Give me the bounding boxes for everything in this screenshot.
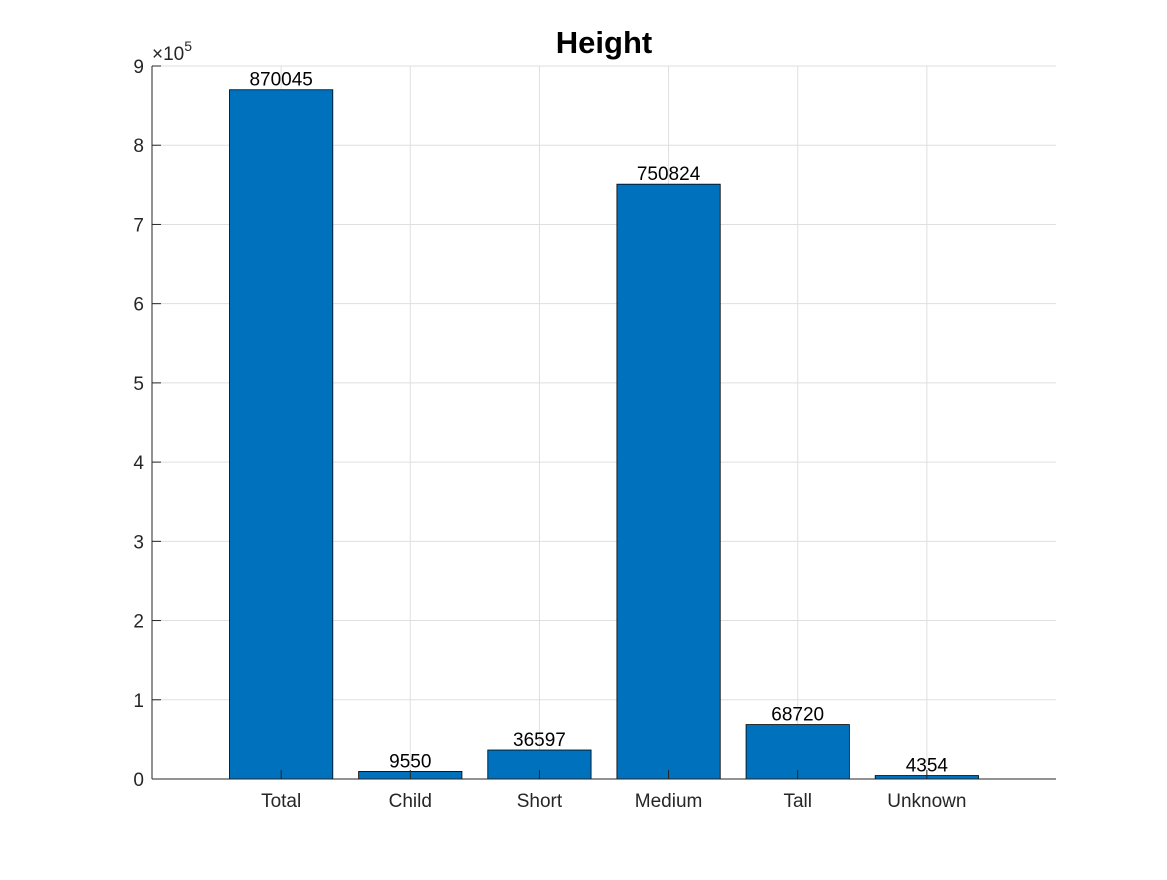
x-tick-label-short: Short	[517, 791, 563, 812]
y-tick-label: 1	[133, 691, 144, 712]
y-tick-label: 3	[133, 532, 144, 553]
axes-layer	[151, 65, 1056, 780]
y-axis-exponent-prefix: ×10	[152, 44, 184, 65]
bar-total	[229, 89, 334, 780]
data-label-child: 9550	[389, 751, 431, 772]
y-tick-label: 2	[133, 612, 144, 633]
data-label-short: 36597	[513, 730, 566, 751]
y-tick-label: 5	[133, 374, 144, 395]
data-label-unknown: 4354	[906, 756, 949, 777]
y-tick-label: 9	[133, 57, 144, 78]
x-tick-label-child: Child	[389, 791, 432, 812]
labels-layer: 870045 9550 36597 750824 68720 4354 0 1 2 3 4 5 6 7 8 9…	[133, 57, 966, 812]
y-tick-label: 8	[133, 136, 144, 157]
bar-medium	[616, 183, 721, 780]
bars-layer	[229, 89, 979, 780]
y-axis-exponent-label: ×105	[152, 38, 192, 65]
x-tick-label-tall: Tall	[783, 791, 812, 812]
data-label-medium: 750824	[637, 164, 701, 185]
y-tick-label: 4	[133, 453, 144, 474]
x-tick-label-total: Total	[261, 791, 301, 812]
data-label-tall: 68720	[771, 705, 824, 726]
y-tick-label: 7	[133, 215, 144, 236]
x-tick-label-unknown: Unknown	[887, 791, 966, 812]
data-label-total: 870045	[249, 70, 312, 91]
y-axis-exponent-power: 5	[184, 38, 192, 54]
x-tick-label-medium: Medium	[635, 791, 703, 812]
y-tick-label: 0	[133, 770, 144, 791]
chart-title: Height	[556, 25, 652, 60]
y-tick-label: 6	[133, 295, 144, 316]
